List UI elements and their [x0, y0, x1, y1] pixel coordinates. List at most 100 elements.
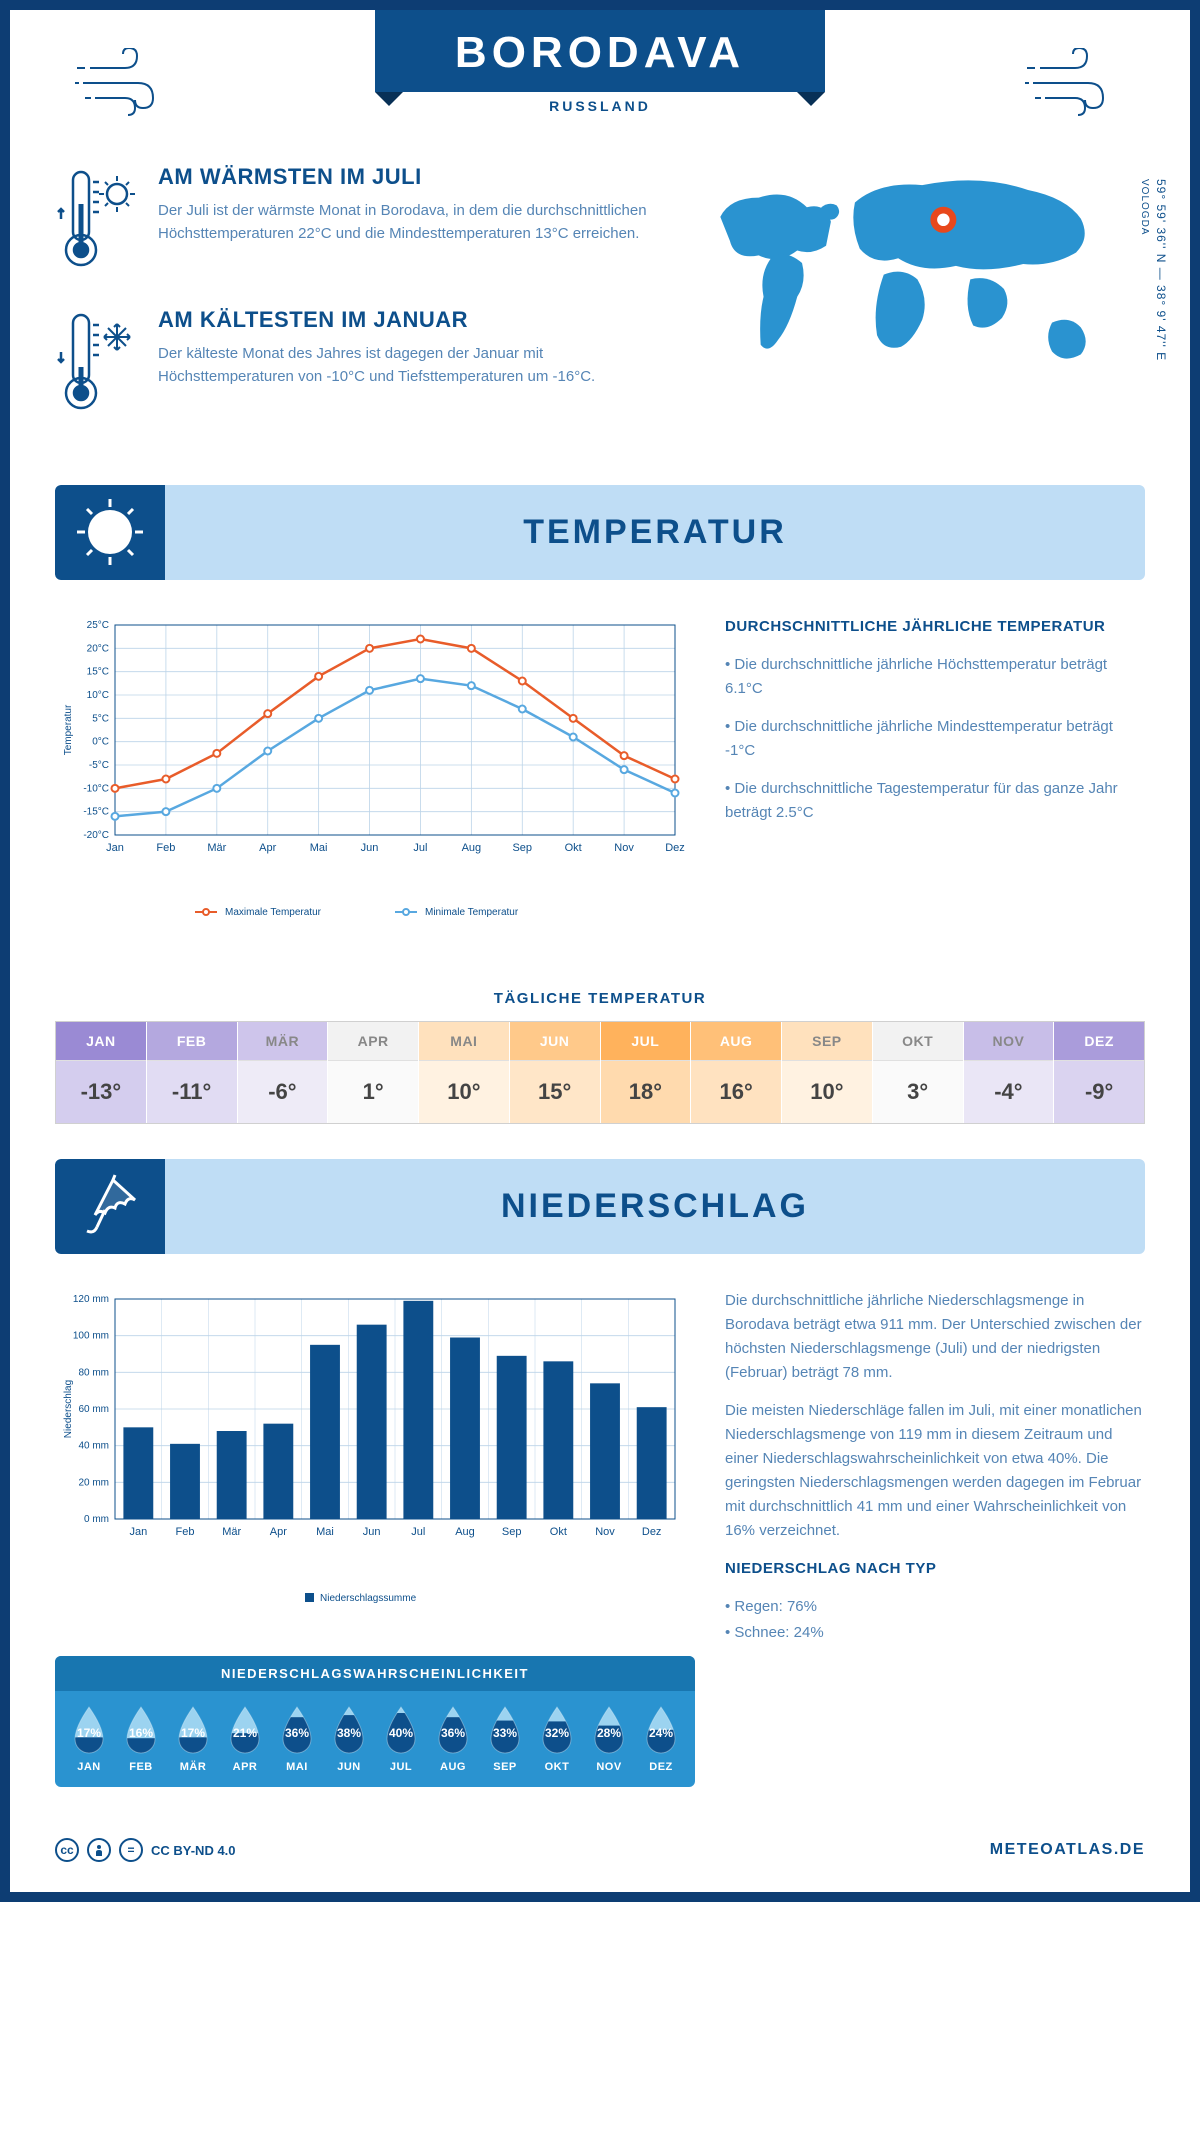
temp-cell: JUL 18° — [601, 1022, 692, 1123]
svg-text:Mai: Mai — [310, 842, 328, 854]
svg-text:Nov: Nov — [614, 842, 634, 854]
warmest-text: Der Juli ist der wärmste Monat in Boroda… — [158, 200, 660, 245]
svg-text:Jun: Jun — [363, 1526, 381, 1538]
drop-item: 40% JUL — [375, 1705, 427, 1773]
svg-text:Jul: Jul — [411, 1526, 425, 1538]
daily-temp-title: TÄGLICHE TEMPERATUR — [55, 990, 1145, 1007]
brand-text: METEOATLAS.DE — [990, 1841, 1145, 1859]
drop-item: 24% DEZ — [635, 1705, 687, 1773]
svg-text:Jul: Jul — [413, 842, 427, 854]
coordinates: 59° 59' 36'' N — 38° 9' 47'' EVOLOGDA — [1135, 179, 1169, 361]
temp-cell: SEP 10° — [782, 1022, 873, 1123]
svg-text:Feb: Feb — [156, 842, 175, 854]
umbrella-icon — [55, 1159, 165, 1254]
temp-desc-p3: • Die durchschnittliche Tagestemperatur … — [725, 777, 1145, 825]
svg-text:Niederschlagssumme: Niederschlagssumme — [320, 1593, 417, 1604]
svg-text:80 mm: 80 mm — [78, 1367, 109, 1378]
svg-text:Dez: Dez — [665, 842, 685, 854]
svg-text:10°C: 10°C — [87, 690, 109, 701]
svg-text:0°C: 0°C — [92, 737, 109, 748]
daily-temp-table: JAN -13° FEB -11° MÄR -6° APR 1° MAI 10°… — [55, 1021, 1145, 1124]
by-icon — [87, 1838, 111, 1862]
svg-text:Aug: Aug — [462, 842, 482, 854]
svg-text:40 mm: 40 mm — [78, 1441, 109, 1452]
svg-text:Mär: Mär — [207, 842, 226, 854]
sun-icon — [55, 485, 165, 580]
temp-cell: FEB -11° — [147, 1022, 238, 1123]
svg-text:Okt: Okt — [550, 1526, 567, 1538]
svg-text:-20°C: -20°C — [83, 830, 109, 841]
svg-text:Mär: Mär — [222, 1526, 241, 1538]
precip-type-snow: • Schnee: 24% — [725, 1621, 1145, 1645]
drop-item: 17% MÄR — [167, 1705, 219, 1773]
temp-cell: OKT 3° — [873, 1022, 964, 1123]
svg-text:15°C: 15°C — [87, 667, 109, 678]
header: BORODAVA RUSSLAND — [10, 10, 1190, 114]
temp-cell: MÄR -6° — [238, 1022, 329, 1123]
license-text: CC BY-ND 4.0 — [151, 1843, 236, 1858]
temp-cell: JUN 15° — [510, 1022, 601, 1123]
svg-text:Sep: Sep — [512, 842, 532, 854]
drop-item: 38% JUN — [323, 1705, 375, 1773]
svg-text:-5°C: -5°C — [89, 760, 109, 771]
thermometer-snow-icon — [55, 307, 140, 422]
svg-text:Jan: Jan — [129, 1526, 147, 1538]
precip-type-rain: • Regen: 76% — [725, 1595, 1145, 1619]
svg-text:Apr: Apr — [259, 842, 276, 854]
precip-type-heading: NIEDERSCHLAG NACH TYP — [725, 1557, 1145, 1581]
coldest-title: AM KÄLTESTEN IM JANUAR — [158, 307, 660, 333]
svg-text:Dez: Dez — [642, 1526, 662, 1538]
footer: cc = CC BY-ND 4.0 METEOATLAS.DE — [55, 1832, 1145, 1862]
drop-item: 36% MAI — [271, 1705, 323, 1773]
svg-text:Jan: Jan — [106, 842, 124, 854]
svg-text:25°C: 25°C — [87, 620, 109, 631]
svg-text:Okt: Okt — [565, 842, 582, 854]
drop-item: 17% JAN — [63, 1705, 115, 1773]
temp-cell: APR 1° — [328, 1022, 419, 1123]
drop-item: 33% SEP — [479, 1705, 531, 1773]
drop-item: 28% NOV — [583, 1705, 635, 1773]
thermometer-sun-icon — [55, 164, 140, 279]
svg-text:Niederschlag: Niederschlag — [63, 1380, 74, 1438]
drop-item: 32% OKT — [531, 1705, 583, 1773]
nd-icon: = — [119, 1838, 143, 1862]
drop-item: 16% FEB — [115, 1705, 167, 1773]
svg-text:20°C: 20°C — [87, 643, 109, 654]
drop-item: 21% APR — [219, 1705, 271, 1773]
svg-text:100 mm: 100 mm — [73, 1331, 109, 1342]
svg-text:5°C: 5°C — [92, 713, 109, 724]
precipitation-title: NIEDERSCHLAG — [165, 1187, 1145, 1226]
temp-desc-p2: • Die durchschnittliche jährliche Mindes… — [725, 715, 1145, 763]
temperature-title: TEMPERATUR — [165, 513, 1145, 552]
svg-text:Maximale Temperatur: Maximale Temperatur — [225, 907, 322, 918]
coldest-text: Der kälteste Monat des Jahres ist dagege… — [158, 343, 660, 388]
svg-text:Mai: Mai — [316, 1526, 334, 1538]
svg-text:Aug: Aug — [455, 1526, 475, 1538]
svg-text:Apr: Apr — [270, 1526, 287, 1538]
temp-desc-p1: • Die durchschnittliche jährliche Höchst… — [725, 653, 1145, 701]
svg-text:Minimale Temperatur: Minimale Temperatur — [425, 907, 519, 918]
temperature-line-chart: -20°C -15°C -10°C -5°C 0°C 5°C 10°C 15°C 20°C 25°… — [55, 615, 695, 960]
svg-text:20 mm: 20 mm — [78, 1477, 109, 1488]
probability-title: NIEDERSCHLAGSWAHRSCHEINLICHKEIT — [55, 1656, 695, 1691]
cc-icon: cc — [55, 1838, 79, 1862]
probability-box: NIEDERSCHLAGSWAHRSCHEINLICHKEIT 17% JAN — [55, 1656, 695, 1787]
wind-icon — [75, 48, 175, 118]
svg-text:-15°C: -15°C — [83, 807, 109, 818]
precip-desc-p2: Die meisten Niederschläge fallen im Juli… — [725, 1399, 1145, 1543]
temp-cell: NOV -4° — [964, 1022, 1055, 1123]
svg-text:120 mm: 120 mm — [73, 1294, 109, 1305]
svg-text:60 mm: 60 mm — [78, 1404, 109, 1415]
svg-text:-10°C: -10°C — [83, 783, 109, 794]
svg-text:0 mm: 0 mm — [84, 1514, 109, 1525]
warmest-title: AM WÄRMSTEN IM JULI — [158, 164, 660, 190]
drop-item: 36% AUG — [427, 1705, 479, 1773]
temp-desc-heading: DURCHSCHNITTLICHE JÄHRLICHE TEMPERATUR — [725, 615, 1145, 639]
temp-cell: AUG 16° — [691, 1022, 782, 1123]
wind-icon — [1025, 48, 1125, 118]
temperature-section-header: TEMPERATUR — [55, 485, 1145, 580]
svg-text:Sep: Sep — [502, 1526, 522, 1538]
svg-text:Temperatur: Temperatur — [63, 704, 74, 755]
page-subtitle: RUSSLAND — [10, 98, 1190, 114]
precipitation-section-header: NIEDERSCHLAG — [55, 1159, 1145, 1254]
